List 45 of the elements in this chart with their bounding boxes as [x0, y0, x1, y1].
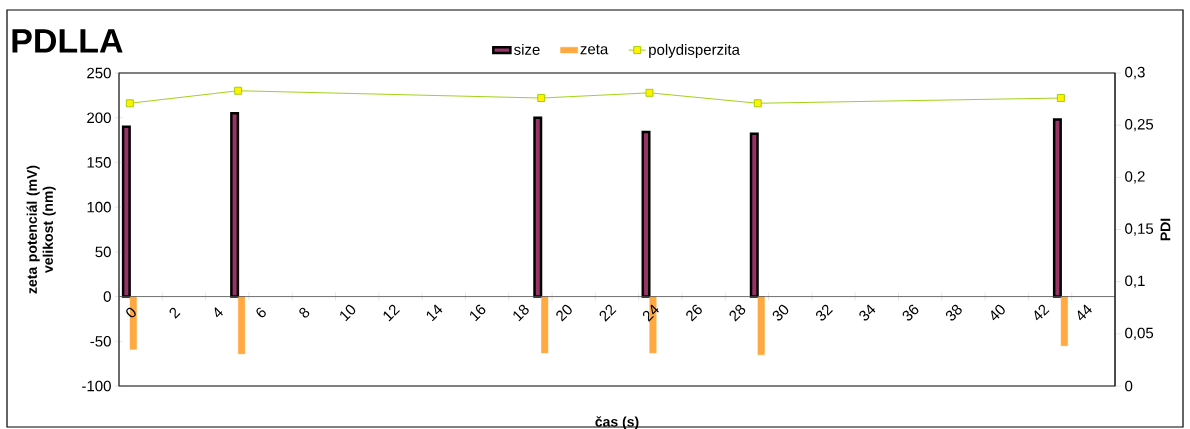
x-tick-label: 18	[513, 304, 529, 322]
y-axis-title: zeta potenciál (mV) velikost (nm)	[26, 165, 56, 294]
x-tick-label: 22	[599, 304, 617, 322]
x-tick-label: 32	[816, 304, 833, 321]
y2-axis-title: PDI	[1160, 218, 1171, 241]
x-tick-label: 36	[902, 304, 919, 321]
y2-tick-label: 0,2	[1125, 171, 1145, 184]
x-tick-label: 38	[945, 304, 962, 321]
x-tick-label: 40	[991, 304, 1005, 321]
x-tick-label: 10	[340, 304, 356, 322]
x-tick-label: 42	[1034, 304, 1050, 321]
x-tick-label: 26	[686, 304, 702, 322]
y-tick-label: 0	[103, 291, 111, 302]
legend-label: size	[514, 43, 540, 55]
x-tick-label: 34	[859, 304, 876, 321]
legend-label: polydisperzita	[649, 43, 740, 58]
y-tick-label: 200	[87, 112, 111, 124]
y2-tick-label: 0,1	[1125, 275, 1145, 288]
y2-tick-label: 0,15	[1125, 223, 1154, 236]
y-tick-label: -50	[90, 335, 111, 347]
y-tick-label: 150	[87, 157, 111, 168]
x-tick-label: 2	[169, 307, 181, 319]
y-tick-label: 50	[95, 246, 111, 258]
x-tick-label: 6	[256, 307, 266, 318]
y2-tick-label: 0	[1125, 380, 1133, 392]
y-tick-label: 100	[87, 201, 111, 213]
x-tick-label: 8	[299, 307, 310, 318]
chart-title: PDLLA	[12, 29, 123, 53]
legend-label: zeta	[580, 44, 609, 55]
x-tick-label: 16	[470, 304, 486, 322]
y-tick-label: -100	[82, 380, 111, 392]
y2-tick-label: 0,05	[1125, 327, 1154, 341]
x-tick-label: 44	[1077, 304, 1092, 321]
x-tick-label: 12	[383, 304, 400, 322]
y-tick-label: 250	[87, 67, 111, 79]
x-tick-label: 30	[772, 304, 789, 321]
y2-tick-label: 0,25	[1125, 118, 1154, 132]
x-tick-label: 14	[426, 304, 443, 322]
x-tick-label: 4	[214, 307, 223, 318]
x-axis-title: čas (s)	[595, 416, 639, 429]
x-tick-label: 0	[126, 307, 136, 318]
x-tick-label: 20	[556, 304, 572, 322]
x-tick-label: 28	[729, 304, 746, 322]
x-tick-label: 24	[642, 304, 659, 322]
y2-tick-label: 0,3	[1125, 66, 1145, 80]
